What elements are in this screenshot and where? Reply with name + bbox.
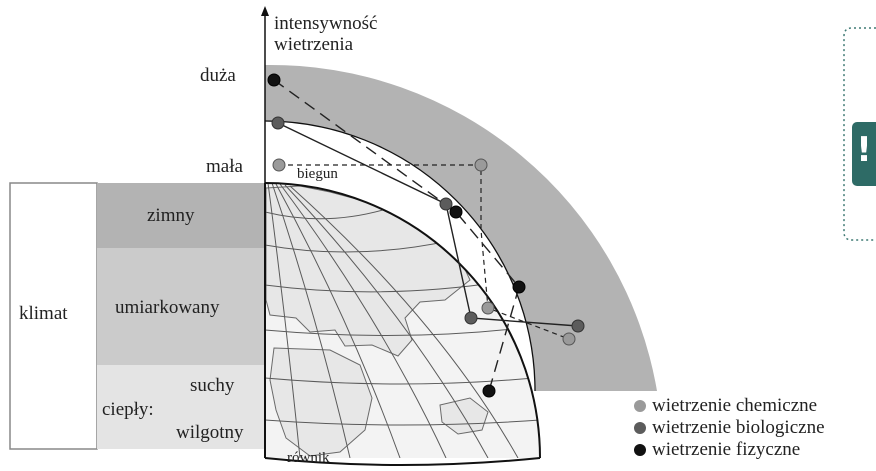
climate-title-cell — [9, 182, 98, 450]
zone-temperate-label: umiarkowany — [115, 297, 220, 318]
climate-title: klimat — [19, 303, 68, 324]
intensity-band — [265, 64, 657, 392]
points-physical — [267, 73, 526, 398]
points-biological — [271, 116, 585, 333]
legend-chemical-dot — [634, 400, 646, 412]
zone-warm-dry-label: suchy — [190, 375, 235, 396]
exclamation-badge: ! — [852, 122, 876, 186]
zone-cold — [97, 183, 265, 248]
line-biological — [277, 122, 579, 327]
legend-biological-label: wietrzenie biologiczne — [652, 417, 825, 438]
globe-meridians — [267, 183, 519, 458]
legend-item-biological: wietrzenie biologiczne — [634, 417, 825, 439]
legend-physical-dot — [634, 444, 646, 456]
points-chemical — [272, 158, 576, 346]
zone-warm-humid-label: wilgotny — [176, 422, 244, 443]
note-box — [843, 27, 876, 241]
equator-line — [264, 457, 541, 466]
y-axis-arrow — [261, 6, 269, 16]
climate-table — [9, 182, 265, 450]
exclamation-icon: ! — [856, 130, 872, 170]
africa-landmass — [269, 347, 373, 457]
line-physical — [273, 79, 520, 392]
zone-warm-label: ciepły: — [102, 399, 154, 420]
axis-title-line1: intensywność — [274, 13, 378, 34]
globe — [264, 182, 541, 466]
pole-label: biegun — [297, 166, 338, 182]
legend-physical-label: wietrzenie fizyczne — [652, 439, 801, 460]
inner-arc — [264, 120, 536, 392]
axis-label-high: duża — [200, 65, 236, 86]
axis-title-line2: wietrzenia — [274, 34, 354, 55]
legend-chemical-label: wietrzenie chemiczne — [652, 395, 818, 416]
legend: wietrzenie chemiczne wietrzenie biologic… — [634, 395, 825, 461]
legend-item-physical: wietrzenie fizyczne — [634, 439, 825, 461]
zone-cold-label: zimny — [147, 205, 195, 226]
legend-item-chemical: wietrzenie chemiczne — [634, 395, 825, 417]
axis-label-low: mała — [206, 156, 243, 177]
zone-temperate — [97, 248, 265, 365]
legend-biological-dot — [634, 422, 646, 434]
equator-label: równik — [287, 450, 330, 466]
zone-warm — [97, 365, 265, 449]
